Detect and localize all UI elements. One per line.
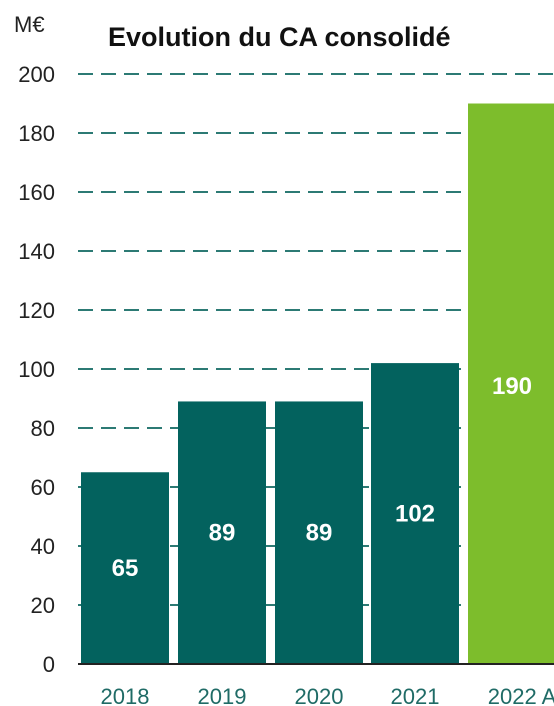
bar-data-label: 89	[306, 520, 333, 547]
y-tick-label: 60	[31, 475, 55, 500]
bar-data-label: 190	[492, 373, 532, 400]
y-tick-label: 120	[18, 298, 55, 323]
y-tick-label: 180	[18, 121, 55, 146]
bar	[468, 103, 554, 664]
chart-title: Evolution du CA consolidé	[108, 22, 451, 52]
bar-data-label: 102	[395, 501, 435, 528]
y-tick-label: 20	[31, 593, 55, 618]
y-tick-label: 200	[18, 62, 55, 87]
x-tick-label: 2018	[101, 684, 150, 706]
y-tick-label: 80	[31, 416, 55, 441]
y-tick-label: 40	[31, 534, 55, 559]
y-tick-label: 0	[43, 652, 55, 677]
bar-data-label: 89	[209, 520, 236, 547]
x-tick-label: 2022 A	[488, 684, 554, 706]
y-axis-unit-label: M€	[14, 12, 45, 37]
bar	[178, 401, 266, 664]
x-tick-label: 2021	[391, 684, 440, 706]
bar-data-label: 65	[112, 555, 139, 582]
x-tick-label: 2020	[295, 684, 344, 706]
bar	[371, 363, 459, 664]
y-tick-label: 140	[18, 239, 55, 264]
y-tick-label: 100	[18, 357, 55, 382]
bar	[275, 401, 363, 664]
y-tick-label: 160	[18, 180, 55, 205]
bar	[81, 472, 169, 664]
x-tick-label: 2019	[198, 684, 247, 706]
